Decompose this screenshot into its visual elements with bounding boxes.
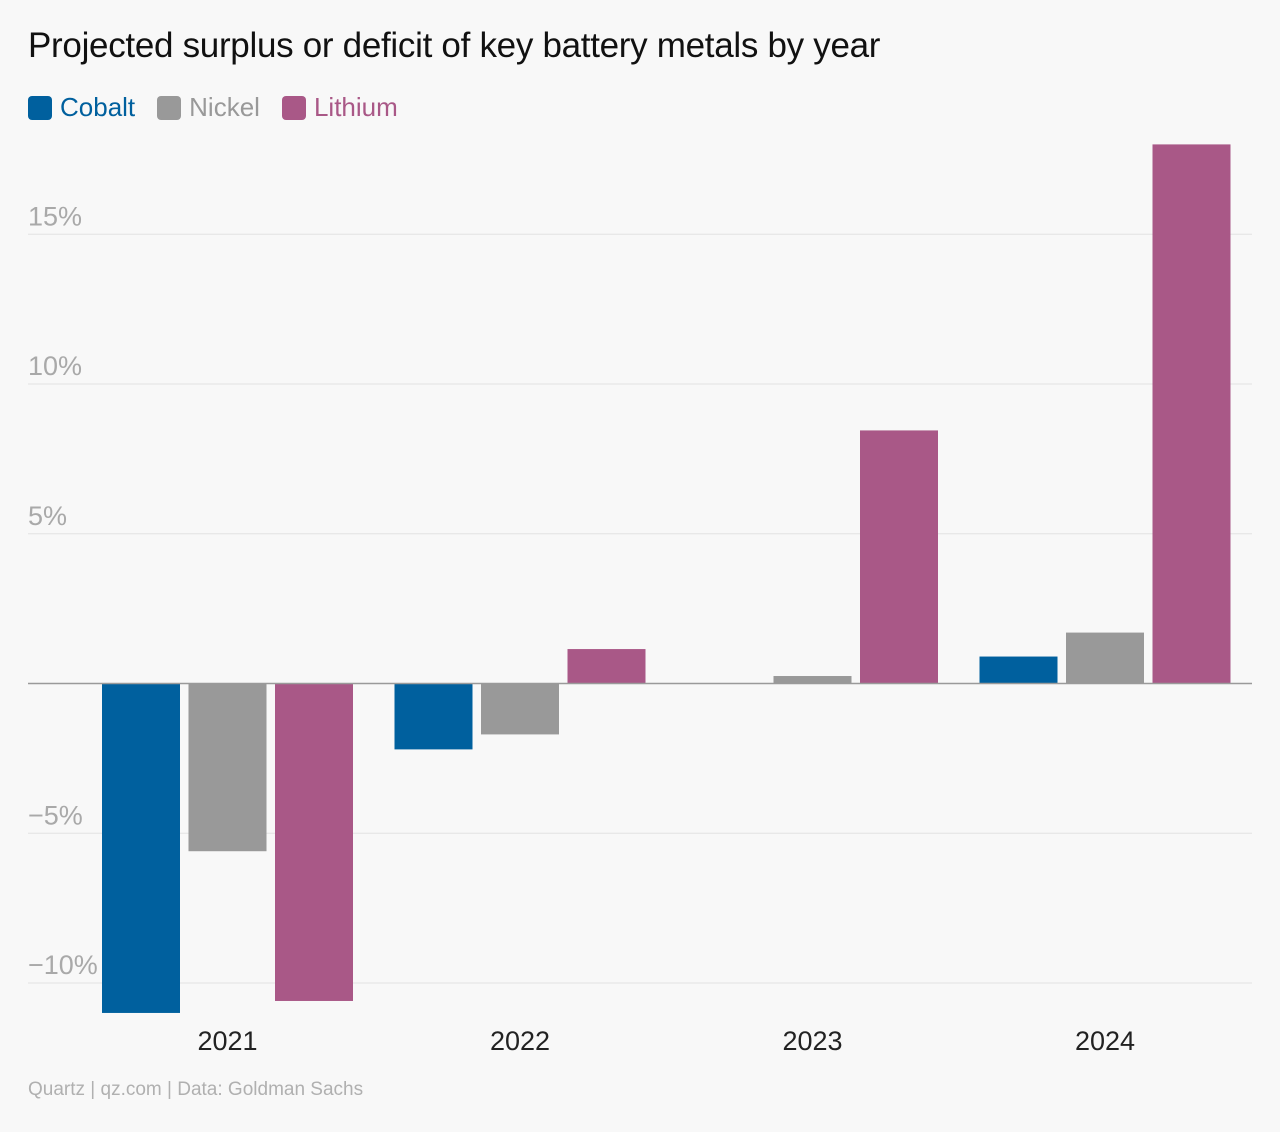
bar-nickel-2024	[1066, 632, 1144, 684]
legend-swatch-lithium	[281, 95, 306, 120]
legend-label-nickel: Nickel	[189, 92, 260, 122]
x-tick-label: 2021	[197, 1026, 257, 1056]
y-tick-label: 5%	[28, 501, 67, 531]
legend-swatch-nickel	[157, 95, 182, 120]
bar-nickel-2022	[481, 683, 559, 735]
legend-label-lithium: Lithium	[313, 92, 398, 122]
legend-item-lithium: Lithium	[281, 92, 398, 123]
bar-lithium-2022	[567, 649, 646, 684]
legend-item-cobalt: Cobalt	[28, 92, 135, 123]
x-tick-label: 2022	[490, 1026, 550, 1056]
x-tick-label: 2024	[1075, 1026, 1135, 1056]
legend-swatch-cobalt	[28, 95, 52, 120]
bar-lithium-2024	[1152, 144, 1231, 684]
legend-item-nickel: Nickel	[157, 92, 260, 123]
y-tick-label: 10%	[28, 351, 82, 381]
bar-lithium-2021	[275, 683, 353, 1001]
y-tick-label: 15%	[28, 201, 82, 231]
source-footer: Quartz | qz.com | Data: Goldman Sachs	[28, 1079, 364, 1100]
y-tick-label: −5%	[28, 800, 83, 830]
bar-cobalt-2021	[102, 683, 180, 1013]
bar-cobalt-2024	[979, 656, 1058, 684]
legend-label-cobalt: Cobalt	[60, 92, 136, 122]
y-tick-label: −10%	[28, 950, 98, 980]
chart-title: Projected surplus or deficit of key batt…	[28, 26, 881, 65]
x-tick-label: 2023	[782, 1026, 842, 1056]
bar-lithium-2023	[860, 430, 938, 684]
bar-nickel-2021	[188, 683, 267, 852]
legend: Cobalt Nickel Lithium	[28, 92, 398, 123]
bar-nickel-2023	[773, 676, 852, 684]
bar-cobalt-2022	[394, 683, 473, 750]
